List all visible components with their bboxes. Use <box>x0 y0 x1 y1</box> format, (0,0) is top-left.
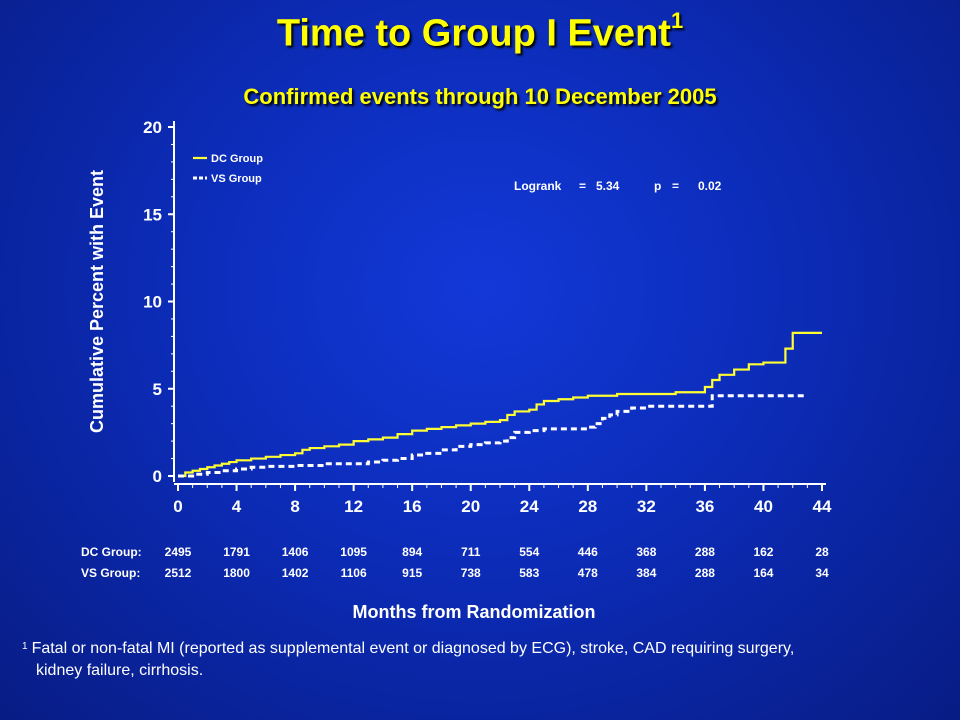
risk-cell: 894 <box>402 545 422 559</box>
legend-dc-label: DC Group <box>211 153 263 165</box>
risk-cell: 368 <box>636 545 656 559</box>
risk-cell: 34 <box>815 566 829 580</box>
p-label: p <box>654 179 661 193</box>
x-tick-label: 20 <box>461 497 480 516</box>
risk-cell: 1791 <box>223 545 250 559</box>
risk-cell: 384 <box>636 566 656 580</box>
vs-group-line <box>178 394 808 478</box>
footnote-mark: 1 <box>22 641 28 652</box>
risk-cell: 2512 <box>165 566 192 580</box>
risk-cell: 1406 <box>282 545 309 559</box>
x-tick-label: 12 <box>344 497 363 516</box>
x-tick-label: 44 <box>813 497 832 516</box>
x-tick-label: 36 <box>695 497 714 516</box>
risk-cell: 915 <box>402 566 422 580</box>
x-axis-label: Months from Randomization <box>353 602 596 622</box>
y-tick-label: 10 <box>143 293 162 312</box>
x-tick-label: 24 <box>520 497 539 516</box>
risk-cell: 738 <box>461 566 481 580</box>
risk-row-label: VS Group: <box>81 566 140 580</box>
risk-cell: 1402 <box>282 566 309 580</box>
footnote-line-1: Fatal or non-fatal MI (reported as suppl… <box>31 640 795 657</box>
x-tick-label: 40 <box>754 497 773 516</box>
risk-cell: 1800 <box>223 566 250 580</box>
slide-subtitle: Confirmed events through 10 December 200… <box>243 84 717 109</box>
y-tick-label: 15 <box>143 205 162 224</box>
dc-group-line <box>178 331 822 478</box>
p-value: 0.02 <box>698 179 722 193</box>
x-tick-label: 8 <box>290 497 299 516</box>
risk-cell: 583 <box>519 566 539 580</box>
x-tick-label: 16 <box>403 497 422 516</box>
x-tick-label: 32 <box>637 497 656 516</box>
x-tick-label: 28 <box>578 497 597 516</box>
risk-cell: 2495 <box>165 545 192 559</box>
risk-row-label: DC Group: <box>81 545 142 559</box>
y-tick-label: 20 <box>143 118 162 137</box>
risk-cell: 711 <box>461 545 481 559</box>
risk-cell: 164 <box>753 566 773 580</box>
slide-title: Time to Group I Event1 <box>0 8 960 56</box>
y-tick-label: 5 <box>153 380 162 399</box>
title-footnote-mark: 1 <box>670 8 684 33</box>
risk-cell: 554 <box>519 545 539 559</box>
risk-cell: 288 <box>695 545 715 559</box>
footnote: 1 Fatal or non-fatal MI (reported as supp… <box>22 638 942 682</box>
risk-cell: 446 <box>578 545 598 559</box>
title-text: Time to Group I Event <box>276 12 671 55</box>
risk-cell: 478 <box>578 566 598 580</box>
y-tick-label: 0 <box>153 467 162 486</box>
risk-cell: 162 <box>753 545 773 559</box>
risk-cell: 28 <box>815 545 829 559</box>
logrank-label: Logrank <box>514 179 562 193</box>
risk-cell: 288 <box>695 566 715 580</box>
risk-cell: 1095 <box>340 545 367 559</box>
y-axis-label: Cumulative Percent with Event <box>87 170 107 433</box>
x-tick-label: 0 <box>173 497 182 516</box>
footnote-line-2: kidney failure, cirrhosis. <box>36 662 204 679</box>
x-tick-label: 4 <box>232 497 242 516</box>
legend-vs-label: VS Group <box>211 173 262 185</box>
risk-cell: 1106 <box>341 566 367 580</box>
p-equals: = <box>672 179 679 193</box>
logrank-equals: = <box>579 179 586 193</box>
logrank-value: 5.34 <box>596 179 620 193</box>
